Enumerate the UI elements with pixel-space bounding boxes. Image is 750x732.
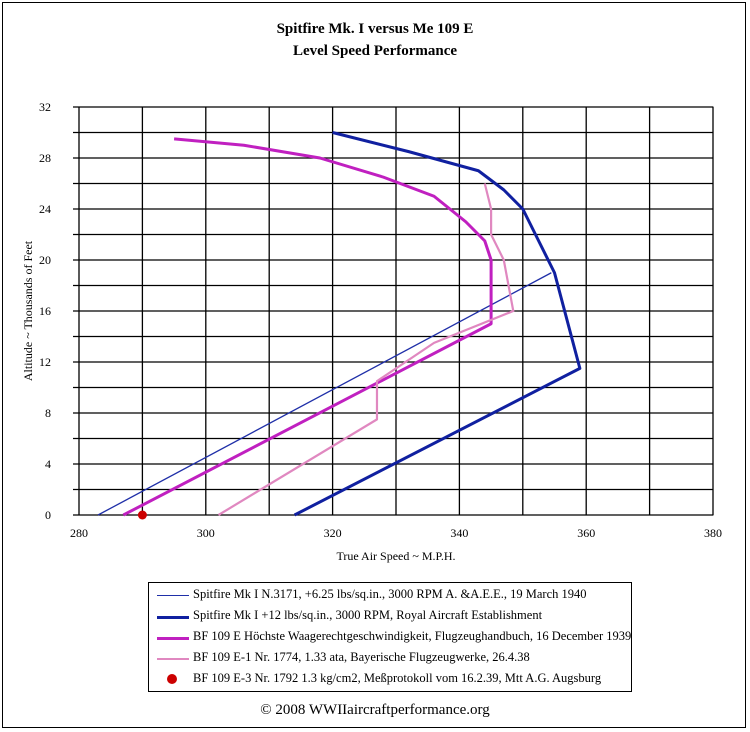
- series-line-4: [217, 183, 515, 516]
- legend-marker-icon: [167, 674, 177, 684]
- x-tick-label: 380: [704, 526, 722, 540]
- legend-label: BF 109 E-1 Nr. 1774, 1.33 ata, Bayerisch…: [193, 650, 530, 664]
- chart-subtitle: Level Speed Performance: [292, 43, 458, 59]
- y-tick-label: 24: [39, 202, 51, 216]
- x-tick-label: 360: [577, 526, 595, 540]
- y-tick-label: 20: [39, 253, 51, 267]
- y-tick-label: 8: [45, 406, 51, 420]
- legend: Spitfire Mk I N.3171, +6.25 lbs/sq.in., …: [148, 582, 632, 692]
- legend-line-swatch: [157, 637, 189, 640]
- y-tick-label: 16: [39, 304, 51, 318]
- x-tick-label: 280: [70, 526, 88, 540]
- legend-line-swatch: [157, 595, 189, 596]
- copyright-notice: © 2008 WWIIaircraftperformance.org: [260, 702, 490, 718]
- x-tick-label: 340: [450, 526, 468, 540]
- series-line-2: [293, 131, 582, 517]
- legend-label: Spitfire Mk I N.3171, +6.25 lbs/sq.in., …: [193, 587, 587, 601]
- series-marker-point: [137, 510, 147, 520]
- series-lines: [97, 131, 582, 520]
- legend-item: BF 109 E Höchste Waagerechtgeschwindigke…: [153, 629, 632, 647]
- legend-line-swatch: [157, 658, 189, 660]
- legend-label: BF 109 E Höchste Waagerechtgeschwindigke…: [193, 629, 632, 643]
- legend-line-swatch: [157, 616, 189, 619]
- chart-title: Spitfire Mk. I versus Me 109 E: [276, 21, 474, 37]
- legend-item: Spitfire Mk I +12 lbs/sq.in., 3000 RPM, …: [153, 608, 629, 626]
- y-tick-label: 4: [45, 457, 51, 471]
- x-tick-label: 320: [324, 526, 342, 540]
- legend-label: BF 109 E-3 Nr. 1792 1.3 kg/cm2, Meßproto…: [193, 671, 602, 685]
- legend-label: Spitfire Mk I +12 lbs/sq.in., 3000 RPM, …: [193, 608, 543, 622]
- x-axis-label: True Air Speed ~ M.P.H.: [336, 549, 455, 563]
- legend-item: BF 109 E-1 Nr. 1774, 1.33 ata, Bayerisch…: [153, 650, 629, 668]
- y-tick-label: 32: [39, 100, 51, 114]
- series-line-3: [122, 137, 493, 517]
- series-line-1: [97, 272, 552, 516]
- y-tick-label: 0: [45, 508, 51, 522]
- legend-item: Spitfire Mk I N.3171, +6.25 lbs/sq.in., …: [153, 587, 629, 605]
- legend-item: BF 109 E-3 Nr. 1792 1.3 kg/cm2, Meßproto…: [153, 671, 629, 689]
- x-tick-label: 300: [197, 526, 215, 540]
- y-tick-label: 12: [39, 355, 51, 369]
- y-tick-label: 28: [39, 151, 51, 165]
- y-axis-label: Altitude ~ Thousands of Feet: [21, 240, 35, 381]
- tick-labels: 280 300 320 340 360 380 0 4 8 12 16 20 24 28 32: [39, 100, 722, 540]
